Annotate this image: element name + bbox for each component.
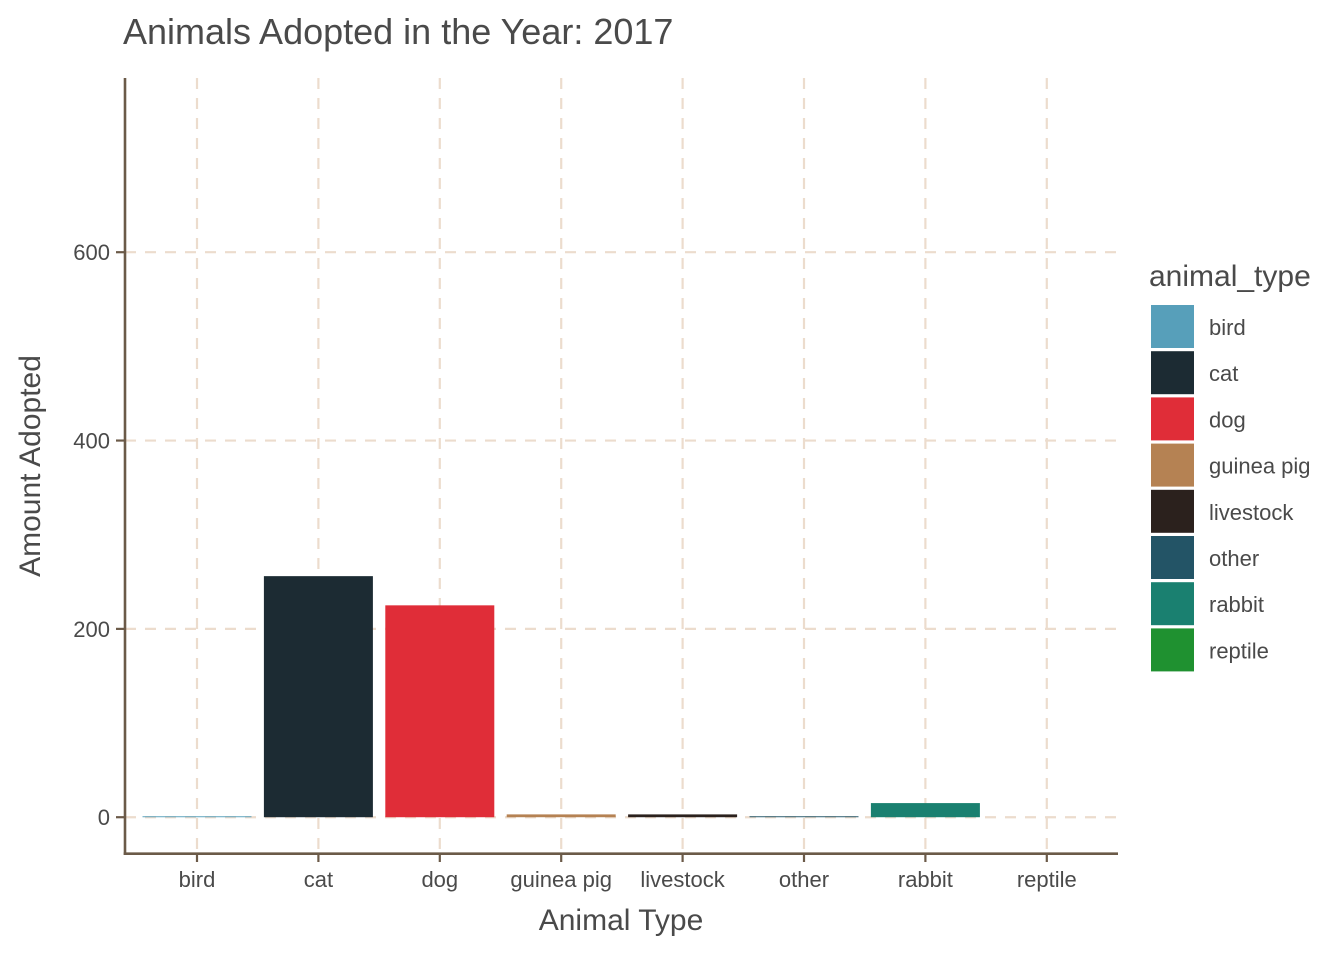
x-tick-label-2: dog — [421, 867, 458, 892]
x-axis-ticks: bird cat dog guinea pig livestock other rabbit… — [179, 853, 1077, 892]
y-tick-label-0: 0 — [98, 805, 110, 830]
bar-guinea-pig — [506, 814, 616, 818]
bar-livestock — [628, 814, 738, 818]
bar-other — [749, 816, 859, 818]
x-tick-label-4: livestock — [640, 867, 725, 892]
x-axis-title: Animal Type — [539, 904, 704, 937]
legend: animal_type bird cat dog guinea pig livestoc… — [1149, 260, 1311, 672]
legend-label-rabbit: rabbit — [1209, 592, 1264, 617]
x-tick-label-3: guinea pig — [510, 867, 612, 892]
legend-label-other: other — [1209, 546, 1259, 571]
legend-label-dog: dog — [1209, 407, 1246, 432]
legend-swatch-other — [1151, 536, 1194, 579]
y-axis-ticks: 0 200 400 600 — [73, 240, 125, 830]
legend-swatch-cat — [1151, 351, 1194, 395]
legend-label-cat: cat — [1209, 361, 1238, 386]
legend-swatch-reptile — [1151, 628, 1194, 672]
bar-rabbit — [870, 803, 980, 818]
bar-bird — [142, 816, 252, 818]
x-tick-label-7: reptile — [1017, 867, 1077, 892]
y-axis-title: Amount Adopted — [14, 355, 47, 577]
x-tick-label-5: other — [779, 867, 829, 892]
chart-title: Animals Adopted in the Year: 2017 — [123, 11, 673, 52]
y-tick-label-1: 200 — [73, 617, 110, 642]
legend-swatch-bird — [1151, 305, 1194, 348]
y-tick-label-2: 400 — [73, 429, 110, 454]
legend-swatch-dog — [1151, 397, 1194, 441]
bars — [142, 576, 980, 818]
legend-swatch-livestock — [1151, 489, 1194, 533]
bar-dog — [385, 605, 495, 818]
legend-label-guinea-pig: guinea pig — [1209, 454, 1311, 479]
legend-swatch-guinea-pig — [1151, 443, 1194, 487]
x-tick-label-0: bird — [179, 867, 216, 892]
legend-label-bird: bird — [1209, 315, 1246, 340]
legend-title: animal_type — [1149, 260, 1311, 293]
legend-label-livestock: livestock — [1209, 500, 1294, 525]
x-tick-label-1: cat — [304, 867, 333, 892]
x-tick-label-6: rabbit — [898, 867, 953, 892]
legend-swatch-rabbit — [1151, 582, 1194, 626]
bar-cat — [263, 576, 373, 818]
y-tick-label-3: 600 — [73, 240, 110, 265]
legend-label-reptile: reptile — [1209, 638, 1269, 663]
